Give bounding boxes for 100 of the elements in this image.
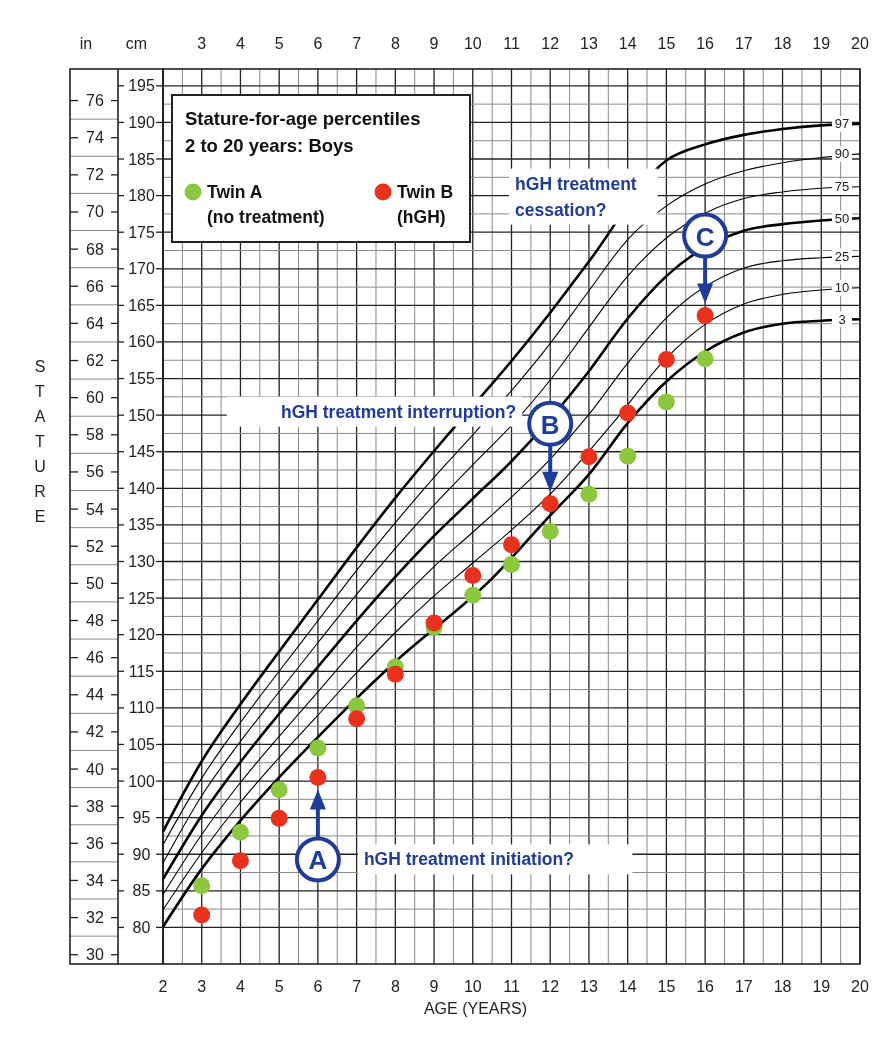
x2-tick-label: 15 <box>657 34 676 52</box>
series-label: 90 <box>834 146 850 162</box>
x-tick-label: 4 <box>235 977 245 995</box>
point <box>657 351 675 369</box>
x-tick-label: 8 <box>390 977 400 995</box>
x-tick-label: 2 <box>158 977 168 995</box>
text: 2 to 20 years: Boys <box>185 135 354 156</box>
point <box>541 523 559 540</box>
y2-tick-label: 76 <box>86 92 104 110</box>
point <box>231 823 249 841</box>
y2-tick-label: 68 <box>86 240 104 258</box>
annotation: C <box>695 221 715 252</box>
y2-tick-label: 44 <box>86 686 104 704</box>
y2-tick-label: 36 <box>86 834 104 852</box>
x-tick-label: 20 <box>851 977 869 995</box>
point <box>696 307 714 325</box>
y2-tick-label: 30 <box>86 946 104 964</box>
x-tick-label: 11 <box>503 977 520 995</box>
y2-tick-label: 74 <box>86 129 104 147</box>
x-tick-label: 14 <box>618 977 637 995</box>
y-tick-label: 170 <box>128 260 155 278</box>
y-tick-label: 190 <box>128 113 155 131</box>
x2-tick-label: 19 <box>812 34 831 52</box>
y2-tick-label: 32 <box>86 909 104 927</box>
point <box>193 906 211 924</box>
point <box>503 555 520 573</box>
y2-tick-label: 54 <box>86 500 104 518</box>
legend-label: Twin B (hGH) <box>397 182 454 227</box>
point <box>696 350 714 368</box>
point <box>309 739 327 757</box>
y-tick-label: 95 <box>132 809 151 827</box>
point <box>541 495 559 513</box>
point <box>270 809 288 827</box>
point <box>425 614 443 632</box>
x2-tick-label: 9 <box>429 34 439 52</box>
y-tick-label: 130 <box>128 553 155 571</box>
x-tick-label: 7 <box>352 977 362 995</box>
y2-tick-label: 58 <box>86 426 104 444</box>
y2-tick-label: 70 <box>86 203 104 221</box>
x-tick-label: 15 <box>657 977 676 995</box>
x2-tick-label: 4 <box>235 34 245 52</box>
point <box>657 393 675 411</box>
x2-tick-label: 16 <box>696 34 715 52</box>
x2-tick-label: 13 <box>580 34 598 52</box>
y-tick-label: 110 <box>128 699 155 717</box>
y2-tick-label: 34 <box>86 871 104 889</box>
y2-tick-label: 38 <box>86 797 104 815</box>
x-tick-label: 19 <box>812 977 831 995</box>
y-tick-label: 135 <box>128 516 155 534</box>
x-tick-label: 6 <box>313 977 323 995</box>
point <box>386 665 404 683</box>
x2-tick-label: 18 <box>773 34 792 52</box>
point <box>193 877 211 895</box>
x2-tick-label: 10 <box>463 34 482 52</box>
x-tick-label: 9 <box>429 977 439 995</box>
y-tick-label: 115 <box>128 662 155 680</box>
y-tick-label: 165 <box>128 296 155 314</box>
text: Stature-for-age percentiles <box>185 108 421 129</box>
x2-tick-label: 5 <box>274 34 284 52</box>
y-tick-label: 120 <box>128 626 155 644</box>
y-tick-label: 105 <box>128 735 155 753</box>
x2-tick-label: 20 <box>851 34 869 52</box>
y-tick-label: 80 <box>132 918 151 936</box>
y2-tick-label: 46 <box>86 649 104 667</box>
y2-tick-label: 66 <box>86 277 104 295</box>
y2-tick-label: 56 <box>86 463 104 481</box>
point <box>464 586 482 604</box>
series-label: 10 <box>834 280 850 296</box>
x2-tick-label: 7 <box>352 34 362 52</box>
y2-tick-label: 50 <box>86 574 104 592</box>
y2-tick-label: 60 <box>86 389 104 407</box>
annotation: A <box>308 845 328 876</box>
y-tick-label: 125 <box>128 589 155 607</box>
y2-tick-label: 72 <box>86 166 104 184</box>
annotation: hGH treatment interruption? <box>280 401 517 422</box>
x2-tick-label: 17 <box>734 34 753 52</box>
x2-tick-label: 8 <box>390 34 400 52</box>
y-tick-label: 100 <box>128 772 155 790</box>
x-tick-label: 16 <box>696 977 715 995</box>
y-tick-label: 85 <box>132 882 151 900</box>
y-axis-title: cm <box>125 34 148 52</box>
legend-label: Twin A (no treatment) <box>207 182 325 227</box>
point <box>580 485 598 503</box>
y-tick-label: 155 <box>128 370 155 388</box>
x-tick-label: 13 <box>580 977 598 995</box>
point <box>309 768 327 786</box>
x-axis-title: AGE (YEARS) <box>423 1000 528 1017</box>
x-tick-label: 3 <box>197 977 207 995</box>
point <box>619 404 637 422</box>
annotation: B <box>540 409 560 440</box>
y-tick-label: 150 <box>128 406 155 424</box>
y-tick-label: 175 <box>128 223 155 241</box>
series-label: 50 <box>834 210 850 226</box>
y2-tick-label: 62 <box>86 352 104 370</box>
x-tick-label: 12 <box>541 977 560 995</box>
y2-tick-label: 40 <box>86 760 104 778</box>
x2-tick-label: 3 <box>197 34 207 52</box>
series-label: 97 <box>834 116 850 132</box>
x2-tick-label: 14 <box>618 34 637 52</box>
y2-tick-label: 42 <box>86 723 104 741</box>
